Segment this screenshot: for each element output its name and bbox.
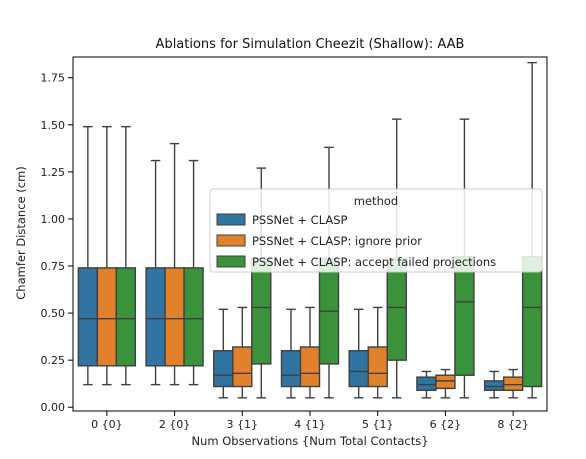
chart-title: Ablations for Simulation Cheezit (Shallo… — [156, 37, 465, 52]
box-body — [164, 267, 185, 367]
box-0-2 — [213, 308, 234, 399]
legend-label-ignore-prior: PSSNet + CLASP: ignore prior — [252, 234, 422, 248]
box-2-3 — [318, 146, 340, 399]
box-body — [145, 267, 166, 367]
legend-swatch-accept-failed-projections — [216, 255, 246, 268]
legend-label-pssnet-clasp: PSSNet + CLASP — [252, 213, 348, 227]
x-tick-label: 0 {0} — [91, 418, 123, 431]
box-body — [367, 346, 388, 388]
y-axis-label: Chamfer Distance (cm) — [14, 166, 28, 300]
box-2-5 — [454, 118, 475, 399]
y-tick-label: 1.75 — [41, 72, 66, 85]
box-body — [483, 380, 505, 391]
x-tick-label: 4 {1} — [294, 418, 326, 431]
y-axis: 0.00 0.25 0.50 0.75 1.00 1.25 1.50 1.75 — [41, 72, 73, 414]
box-1-2 — [232, 306, 253, 399]
x-tick-label: 2 {0} — [159, 418, 191, 431]
legend-swatch-pssnet-clasp — [216, 213, 246, 226]
x-tick-label: 5 {1} — [362, 418, 394, 431]
box-1-5 — [435, 368, 456, 399]
x-tick-label: 6 {2} — [430, 418, 462, 431]
box-2-1 — [183, 159, 204, 386]
x-axis-label: Num Observations {Num Total Contacts} — [191, 434, 428, 448]
box-body — [502, 376, 524, 391]
box-1-6 — [502, 368, 524, 399]
box-body — [280, 350, 302, 388]
x-axis: 0 {0} 2 {0} 3 {1} 4 {1} 5 {1} 6 {2} 8 {2} — [91, 411, 529, 431]
y-tick-label: 0.00 — [41, 401, 66, 414]
box-body — [299, 346, 321, 388]
box-body — [183, 267, 204, 367]
box-body — [435, 374, 456, 390]
box-0-1 — [145, 159, 166, 386]
box-0-3 — [280, 308, 302, 399]
box-0-0 — [77, 125, 99, 386]
y-tick-label: 0.50 — [41, 307, 66, 320]
box-series — [77, 61, 543, 399]
box-body — [416, 376, 437, 391]
box-0-6 — [483, 370, 505, 399]
y-tick-label: 1.25 — [41, 166, 66, 179]
box-0-5 — [416, 370, 437, 399]
box-body — [115, 267, 137, 367]
box-body — [386, 257, 407, 361]
box-body — [77, 267, 99, 367]
y-tick-label: 0.25 — [41, 354, 66, 367]
legend: method PSSNet + CLASP PSSNet + CLASP: ig… — [209, 188, 543, 273]
box-0-4 — [348, 308, 369, 399]
box-1-0 — [96, 125, 118, 386]
box-body — [96, 267, 118, 367]
legend-swatch-ignore-prior — [216, 234, 246, 247]
box-2-0 — [115, 125, 137, 386]
y-tick-label: 0.75 — [41, 260, 66, 273]
box-1-3 — [299, 306, 321, 399]
box-body — [232, 346, 253, 388]
x-tick-label: 8 {2} — [497, 418, 529, 431]
box-1-4 — [367, 306, 388, 399]
box-body — [521, 255, 543, 388]
x-tick-label: 3 {1} — [227, 418, 259, 431]
legend-title: method — [354, 194, 398, 208]
box-body — [454, 255, 475, 376]
box-body — [251, 257, 272, 365]
y-tick-label: 1.00 — [41, 213, 66, 226]
legend-label-accept-failed-projections: PSSNet + CLASP: accept failed projection… — [252, 255, 496, 269]
y-tick-label: 1.50 — [41, 119, 66, 132]
box-body — [213, 350, 234, 388]
box-1-1 — [164, 142, 185, 386]
legend-frame — [209, 188, 543, 273]
box-body — [348, 350, 369, 388]
